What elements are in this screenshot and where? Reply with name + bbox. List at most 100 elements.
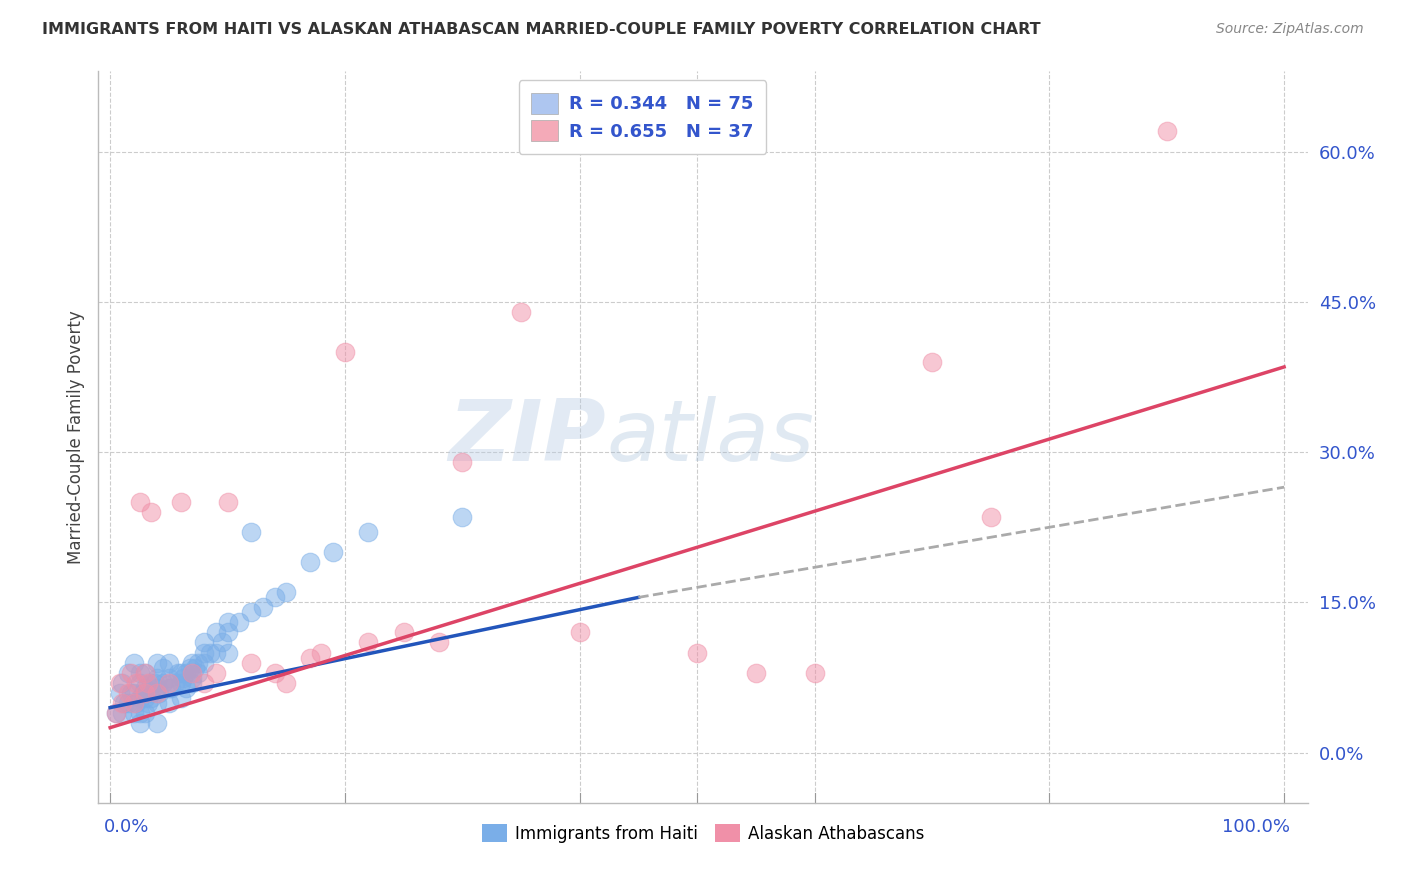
Point — [128, 665, 150, 680]
Point — [141, 685, 163, 699]
Point — [134, 665, 156, 680]
Point — [128, 690, 150, 705]
Point — [160, 681, 183, 695]
Point — [157, 656, 180, 670]
Point — [187, 656, 209, 670]
Point — [134, 681, 156, 695]
Point — [134, 685, 156, 699]
Point — [163, 675, 186, 690]
Point — [105, 706, 128, 720]
Point — [122, 685, 145, 699]
Point — [128, 495, 150, 509]
Point — [169, 675, 191, 690]
Point — [181, 671, 204, 685]
Point — [298, 650, 321, 665]
Point — [122, 656, 145, 670]
Point — [172, 671, 194, 685]
Point — [169, 495, 191, 509]
Point — [198, 646, 221, 660]
Y-axis label: Married-Couple Family Poverty: Married-Couple Family Poverty — [66, 310, 84, 564]
Point — [263, 665, 285, 680]
Point — [141, 675, 163, 690]
Point — [568, 625, 591, 640]
Point — [193, 656, 215, 670]
Point — [181, 665, 204, 680]
Point — [357, 525, 380, 540]
Point — [157, 671, 180, 685]
Legend: Immigrants from Haiti, Alaskan Athabascans: Immigrants from Haiti, Alaskan Athabasca… — [475, 818, 931, 849]
Point — [322, 545, 344, 559]
Point — [112, 696, 135, 710]
Point — [240, 525, 263, 540]
Point — [141, 505, 163, 519]
Point — [427, 635, 450, 649]
Point — [128, 715, 150, 730]
Point — [193, 675, 215, 690]
Point — [193, 635, 215, 649]
Point — [333, 345, 356, 359]
Point — [240, 606, 263, 620]
Point — [146, 715, 169, 730]
Point — [921, 355, 943, 369]
Point — [217, 615, 239, 630]
Point — [686, 646, 709, 660]
Point — [357, 635, 380, 649]
Point — [745, 665, 768, 680]
Point — [179, 660, 201, 674]
Point — [120, 685, 142, 699]
Point — [183, 660, 205, 674]
Point — [108, 675, 131, 690]
Point — [117, 696, 139, 710]
Point — [228, 615, 250, 630]
Point — [167, 665, 190, 680]
Point — [146, 656, 169, 670]
Point — [187, 665, 209, 680]
Point — [125, 696, 148, 710]
Point — [204, 625, 226, 640]
Point — [1156, 124, 1178, 138]
Point — [128, 706, 150, 720]
Point — [181, 675, 204, 690]
Point — [117, 685, 139, 699]
Point — [146, 696, 169, 710]
Point — [132, 685, 155, 699]
Point — [980, 510, 1002, 524]
Point — [240, 656, 263, 670]
Point — [276, 675, 298, 690]
Point — [211, 635, 233, 649]
Point — [204, 665, 226, 680]
Point — [152, 675, 174, 690]
Point — [263, 591, 285, 605]
Point — [298, 555, 321, 569]
Point — [122, 696, 145, 710]
Point — [803, 665, 825, 680]
Point — [120, 665, 142, 680]
Point — [157, 675, 180, 690]
Text: 100.0%: 100.0% — [1222, 818, 1289, 836]
Point — [169, 690, 191, 705]
Point — [148, 685, 170, 699]
Point — [217, 495, 239, 509]
Point — [392, 625, 415, 640]
Point — [125, 675, 148, 690]
Point — [451, 455, 474, 469]
Point — [111, 696, 134, 710]
Point — [152, 660, 174, 674]
Point — [111, 675, 134, 690]
Point — [451, 510, 474, 524]
Point — [510, 305, 533, 319]
Point — [157, 696, 180, 710]
Point — [146, 681, 169, 695]
Point — [217, 646, 239, 660]
Point — [136, 696, 159, 710]
Point — [176, 681, 198, 695]
Text: 0.0%: 0.0% — [104, 818, 149, 836]
Point — [169, 665, 191, 680]
Point — [143, 675, 166, 690]
Point — [111, 706, 134, 720]
Point — [157, 681, 180, 695]
Point — [136, 675, 159, 690]
Point — [117, 665, 139, 680]
Point — [141, 690, 163, 705]
Point — [176, 665, 198, 680]
